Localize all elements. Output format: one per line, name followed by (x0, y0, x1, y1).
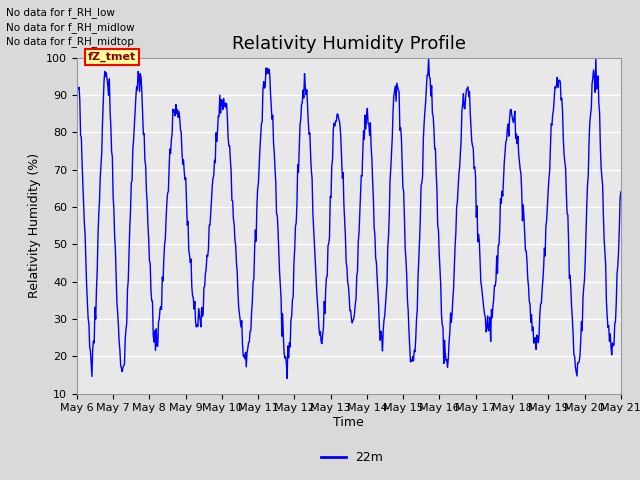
Y-axis label: Relativity Humidity (%): Relativity Humidity (%) (28, 153, 40, 298)
Title: Relativity Humidity Profile: Relativity Humidity Profile (232, 35, 466, 53)
X-axis label: Time: Time (333, 416, 364, 429)
Text: No data for f_RH_midtop: No data for f_RH_midtop (6, 36, 134, 47)
Text: No data for f_RH_midlow: No data for f_RH_midlow (6, 22, 135, 33)
Text: fZ_tmet: fZ_tmet (88, 51, 136, 62)
Text: No data for f_RH_low: No data for f_RH_low (6, 7, 115, 18)
Legend: 22m: 22m (316, 446, 388, 469)
